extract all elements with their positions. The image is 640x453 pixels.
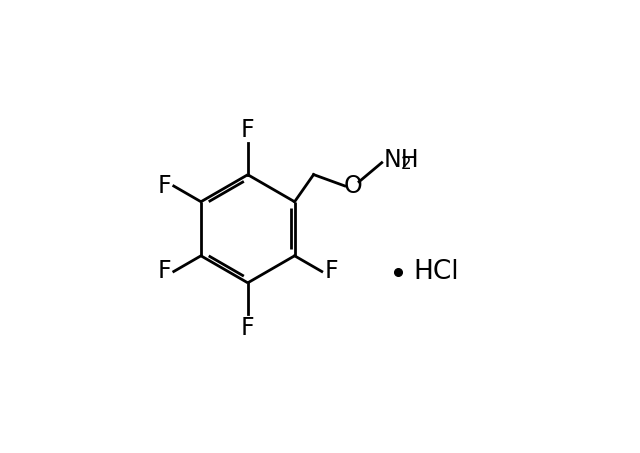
Text: HCl: HCl [413,260,459,285]
Text: NH: NH [383,148,419,172]
Text: F: F [324,260,338,284]
Text: F: F [241,118,255,141]
Text: 2: 2 [401,155,412,173]
Text: O: O [344,174,363,198]
Text: F: F [157,174,171,198]
Text: F: F [241,316,255,340]
Text: F: F [157,260,171,284]
